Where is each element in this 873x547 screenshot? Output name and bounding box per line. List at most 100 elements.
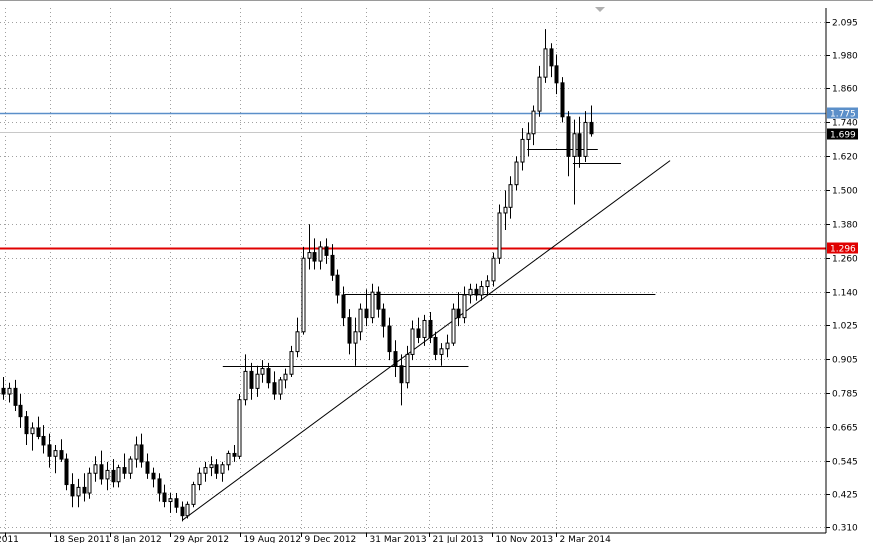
price-level-label: 1.699 [830,131,856,141]
y-tick-label: 0.310 [832,524,858,534]
candle-bull [583,121,588,157]
candle-bull [87,472,92,494]
candle-bull [526,133,531,140]
candle-bull [572,133,577,157]
chart-shift-marker-icon[interactable] [595,7,605,12]
candle-bear [312,252,317,262]
candle-bull [295,331,300,353]
candle-bear [428,319,433,338]
candle-bull [168,498,173,503]
y-tick-label: 1.025 [832,322,858,332]
x-tick-label: 8 Jan 2012 [114,535,162,543]
y-tick-label: 0.905 [832,356,858,366]
candle-bear [82,486,87,494]
candle-bear [18,404,23,418]
candle-bear [376,291,381,310]
candle-bull [358,308,363,333]
y-tick-label: 1.140 [832,289,858,299]
candle-bull [278,379,283,395]
y-tick-label: 0.665 [832,424,858,434]
candle-bear [554,65,559,84]
y-tick-label: 1.380 [832,221,858,231]
candle-bull [491,257,496,282]
candle-bull [53,450,58,457]
candle-bull [520,138,525,163]
candle-bull [289,351,294,375]
candle-bull [508,184,513,208]
candle-bull [422,319,427,338]
candle-bull [479,286,484,296]
candle-bear [59,450,64,460]
candle-bear [64,458,69,486]
candle-bear [393,351,398,367]
candle-bull [237,399,242,457]
candle-bear [1,387,6,395]
candle-bear [13,387,18,406]
candle-bear [335,274,340,296]
candle-bull [439,348,444,355]
candle-bear [151,472,156,480]
candle-bull [191,484,196,505]
candle-bear [474,288,479,296]
candle-bear [560,82,565,118]
y-tick-label: 1.260 [832,255,858,265]
candle-bull [370,291,375,319]
candle-bull [353,331,358,344]
x-tick-label: 18 Sep 2011 [54,535,111,543]
candle-bear [387,325,392,353]
candle-bear [214,464,219,474]
trendline[interactable] [182,160,671,521]
y-tick-label: 1.860 [832,85,858,95]
candle-bear [456,308,461,319]
x-tick-label: 29 Apr 2012 [174,535,230,543]
candle-bear [36,427,41,437]
candle-bear [266,368,271,384]
candle-bull [318,246,323,262]
candle-bull [255,373,260,389]
trendline-group [182,160,671,521]
candle-bull [497,212,502,259]
candle-bull [185,503,190,517]
candle-bull [543,48,548,78]
candle-bull [514,161,519,186]
candle-bull [128,458,133,474]
candle-bull [307,252,312,259]
candle-bear [549,48,554,67]
candle-bear [347,317,352,344]
candle-bull [301,257,306,333]
candle-bull [30,427,35,435]
candle-bear [111,469,116,483]
candle-bear [566,116,571,157]
y-tick-label: 2.095 [832,19,858,29]
candle-bull [531,110,536,135]
x-tick-label: 10 Nov 2013 [496,535,554,543]
y-tick-label: 1.980 [832,52,858,62]
candle-bear [162,492,167,503]
candle-bull [503,206,508,214]
y-tick-label: 0.785 [832,390,858,400]
candle-bear [24,416,29,435]
candle-bear [139,444,144,463]
candle-bull [7,387,12,395]
y-tick-label: 1.740 [832,119,858,129]
candle-bull [468,288,473,296]
candle-bear [577,133,582,157]
candle-bear [416,328,421,338]
price-level-label: 1.296 [830,245,856,255]
candle-bear [232,452,237,457]
candle-bull [445,342,450,350]
candle-bear [381,308,386,327]
y-tick-label: 1.620 [832,153,858,163]
candle-bear [399,365,404,384]
candle-bear [324,246,329,256]
candle-bull [116,467,121,483]
x-tick-label: 2011 [0,535,19,543]
x-tick-label: 19 Aug 2012 [244,535,302,543]
candle-bull [93,464,98,474]
candle-bear [272,382,277,395]
candles-group [1,29,594,522]
candle-bear [122,467,127,474]
